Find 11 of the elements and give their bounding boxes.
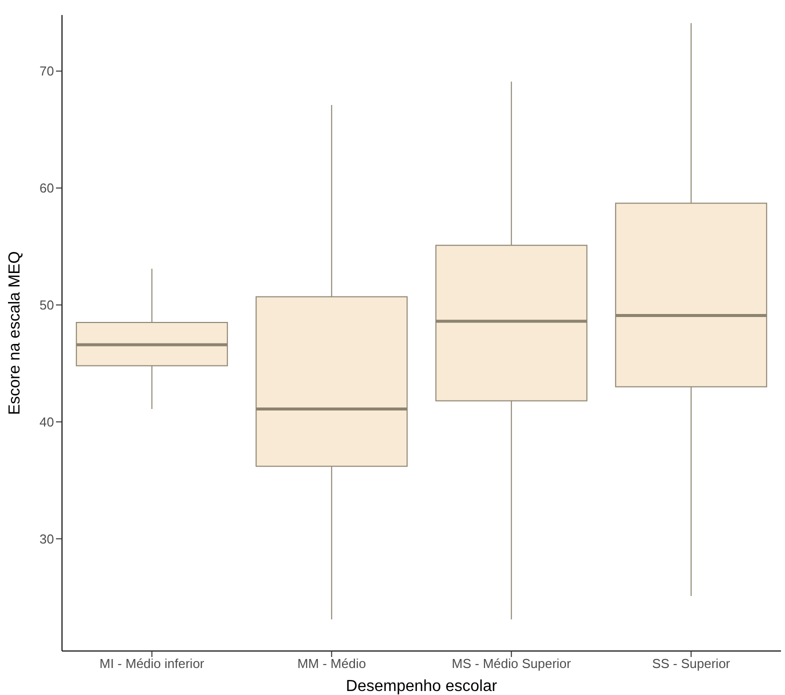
- y-tick-label: 60: [40, 180, 54, 196]
- y-tick-label: 40: [40, 414, 54, 430]
- x-tick-label: MM - Médio: [297, 656, 366, 672]
- x-axis-title: Desempenho escolar: [346, 678, 498, 695]
- x-tick-label: MS - Médio Superior: [452, 656, 572, 672]
- y-axis-title: Escore na escala MEQ: [6, 251, 24, 415]
- y-tick-label: 50: [40, 298, 54, 313]
- x-tick-label: MI - Médio inferior: [100, 656, 205, 672]
- y-tick-label: 70: [40, 64, 54, 79]
- x-tick-label: SS - Superior: [652, 656, 731, 672]
- y-tick-label: 30: [40, 531, 54, 546]
